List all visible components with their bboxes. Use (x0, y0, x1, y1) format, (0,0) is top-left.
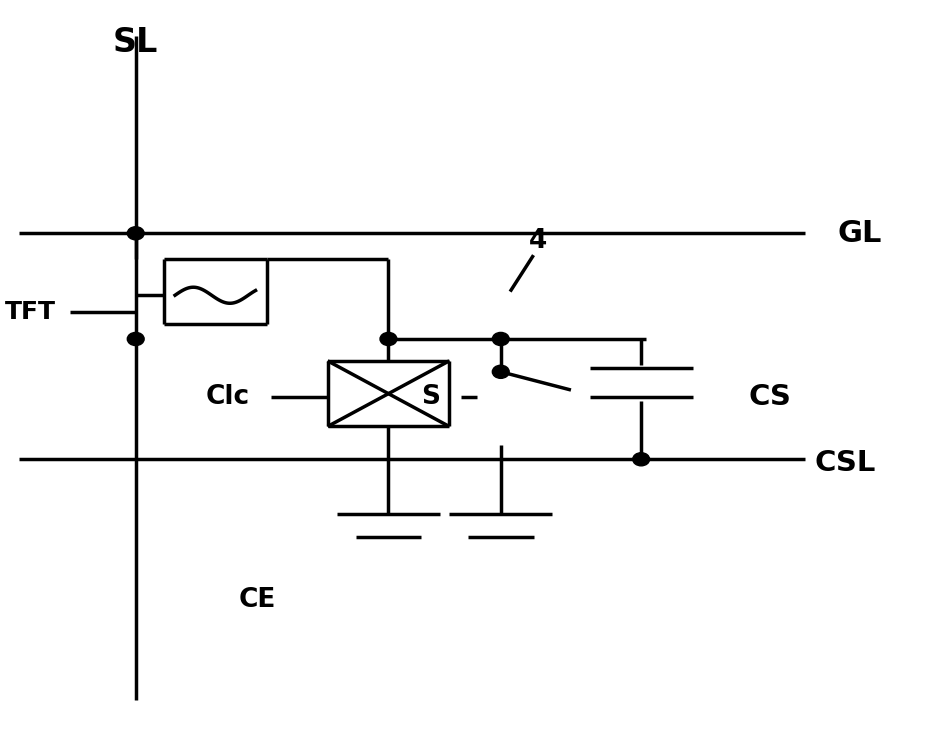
Text: GL: GL (838, 219, 882, 248)
Text: S: S (421, 384, 440, 410)
Circle shape (492, 332, 509, 346)
Circle shape (127, 332, 144, 346)
Text: 4: 4 (529, 227, 548, 254)
Circle shape (380, 332, 397, 346)
Text: TFT: TFT (6, 300, 56, 324)
Circle shape (127, 227, 144, 240)
Text: SL: SL (113, 26, 158, 58)
Text: CSL: CSL (814, 449, 876, 477)
Text: CE: CE (239, 587, 276, 613)
Circle shape (492, 365, 509, 378)
Text: Clc: Clc (206, 384, 250, 410)
Circle shape (633, 453, 650, 466)
Text: CS: CS (749, 383, 792, 411)
